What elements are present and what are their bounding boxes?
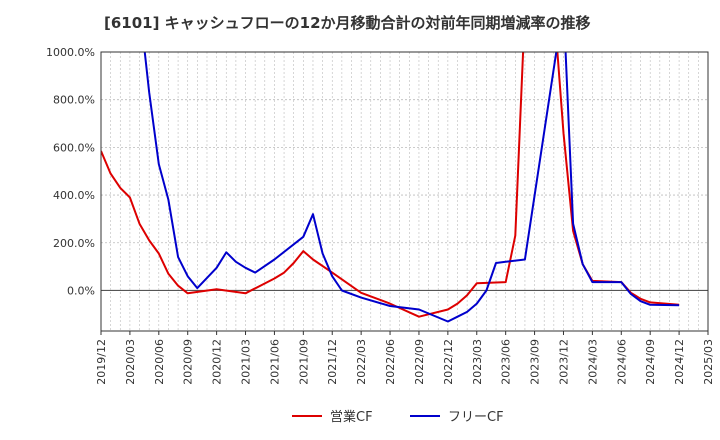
x-tick-label: 2025/03 xyxy=(702,339,715,385)
x-tick-label: 2020/09 xyxy=(182,339,195,385)
y-tick-label: 400.0% xyxy=(53,189,95,202)
series-layer xyxy=(101,52,680,323)
chart-title: [6101] キャッシュフローの12か月移動合計の対前年同期増減率の推移 xyxy=(104,14,591,32)
legend-label-eigyo-cf: 営業CF xyxy=(330,409,373,425)
x-tick-label: 2019/12 xyxy=(95,339,108,385)
x-tick-label: 2024/06 xyxy=(615,339,628,385)
y-tick-label: 0.0% xyxy=(67,284,95,297)
x-tick-label: 2023/09 xyxy=(529,339,542,385)
x-tick-label: 2023/03 xyxy=(471,339,484,385)
x-tick-label: 2024/03 xyxy=(586,339,599,385)
legend-label-free-cf: フリーCF xyxy=(448,410,504,425)
x-tick-label: 2023/12 xyxy=(557,339,570,385)
y-axis: 1000.0% 800.0% 600.0% 400.0% 200.0% 0.0% xyxy=(46,46,95,297)
x-tick-label: 2024/12 xyxy=(673,339,686,385)
x-tick-label: 2022/12 xyxy=(442,339,455,385)
grid xyxy=(100,51,709,331)
x-tick-label: 2020/06 xyxy=(153,339,166,385)
x-tick-label: 2020/03 xyxy=(124,339,137,385)
y-tick-label: 800.0% xyxy=(53,94,95,107)
x-tick-label: 2023/06 xyxy=(500,339,513,385)
y-tick-label: 1000.0% xyxy=(46,46,95,59)
x-tick-label: 2021/12 xyxy=(326,339,339,385)
x-tick-label: 2022/03 xyxy=(355,339,368,385)
x-tick-label: 2022/09 xyxy=(413,339,426,385)
x-tick-label: 2021/09 xyxy=(297,339,310,385)
legend: 営業CF フリーCF xyxy=(292,409,504,425)
x-axis: 2019/12 2020/03 2020/06 2020/09 2020/12 2021/… xyxy=(95,331,715,385)
series-line-free-cf xyxy=(143,52,680,323)
y-tick-label: 600.0% xyxy=(53,141,95,154)
y-tick-label: 200.0% xyxy=(53,237,95,250)
x-tick-label: 2021/06 xyxy=(268,339,281,385)
x-tick-label: 2024/09 xyxy=(644,339,657,385)
x-tick-label: 2021/03 xyxy=(240,339,253,385)
x-tick-label: 2022/06 xyxy=(384,339,397,385)
x-tick-label: 2020/12 xyxy=(211,339,224,385)
plot-frame xyxy=(100,51,709,332)
